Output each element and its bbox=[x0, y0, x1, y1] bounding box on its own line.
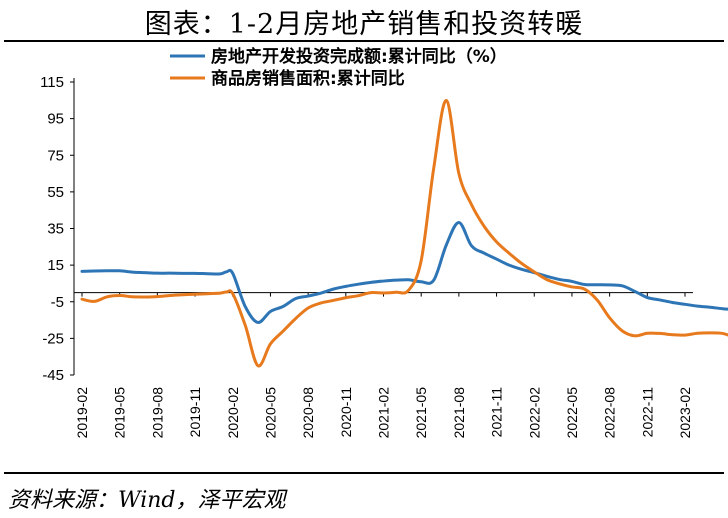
series-line-2 bbox=[80, 98, 728, 368]
y-tick-label: 35 bbox=[47, 221, 64, 238]
x-tick-label: 2021-11 bbox=[489, 387, 505, 438]
x-tick-label: 2020-08 bbox=[300, 387, 316, 439]
title-divider bbox=[4, 40, 724, 42]
x-tick-label: 2020-05 bbox=[262, 387, 278, 439]
chart-title: 图表：1-2月房地产销售和投资转暖 bbox=[144, 9, 584, 40]
x-tick-label: 2022-08 bbox=[602, 387, 618, 439]
y-tick-label: -45 bbox=[42, 367, 64, 384]
y-tick-label: -5 bbox=[51, 294, 64, 311]
x-tick-label: 2022-02 bbox=[526, 387, 542, 439]
y-tick-label: 15 bbox=[47, 257, 64, 274]
source-note: 资料来源：Wind，泽平宏观 bbox=[8, 488, 286, 513]
y-tick-label: 55 bbox=[47, 184, 64, 201]
legend-label-1: 房地产开发投资完成额:累计同比（%） bbox=[211, 46, 507, 67]
x-tick-label: 2019-11 bbox=[187, 387, 203, 438]
y-tick-label: 95 bbox=[47, 111, 64, 128]
x-axis: 2019-02 2019-05 2019-08 2019-11 2020-02 2020-… bbox=[74, 292, 693, 439]
x-tick-label: 2020-02 bbox=[225, 387, 241, 439]
x-tick-label: 2019-05 bbox=[112, 387, 128, 439]
x-tick-label: 2021-08 bbox=[451, 387, 467, 439]
x-tick-label: 2020-11 bbox=[338, 387, 354, 438]
y-tick-label: -25 bbox=[42, 330, 64, 347]
x-tick-label: 2021-02 bbox=[376, 387, 392, 439]
x-tick-label: 2019-08 bbox=[149, 387, 165, 439]
x-tick-label: 2022-11 bbox=[639, 387, 655, 438]
y-tick-label: 115 bbox=[40, 74, 64, 91]
y-tick-label: 75 bbox=[47, 147, 64, 164]
legend-label-2: 商品房销售面积:累计同比 bbox=[211, 68, 405, 89]
series-line-1 bbox=[80, 220, 728, 324]
source-divider bbox=[4, 472, 724, 474]
y-axis: 115 95 75 55 35 15 -5 -25 -45 bbox=[40, 74, 75, 384]
x-tick-label: 2022-05 bbox=[564, 387, 580, 439]
series-layer bbox=[80, 98, 728, 368]
x-tick-label: 2019-02 bbox=[74, 387, 90, 439]
legend: 房地产开发投资完成额:累计同比（%）商品房销售面积:累计同比 bbox=[170, 46, 507, 89]
x-tick-label: 2023-02 bbox=[677, 387, 693, 439]
line-chart: 房地产开发投资完成额:累计同比（%）商品房销售面积:累计同比 115 95 75 55… bbox=[40, 46, 728, 439]
x-tick-label: 2021-05 bbox=[413, 387, 429, 439]
